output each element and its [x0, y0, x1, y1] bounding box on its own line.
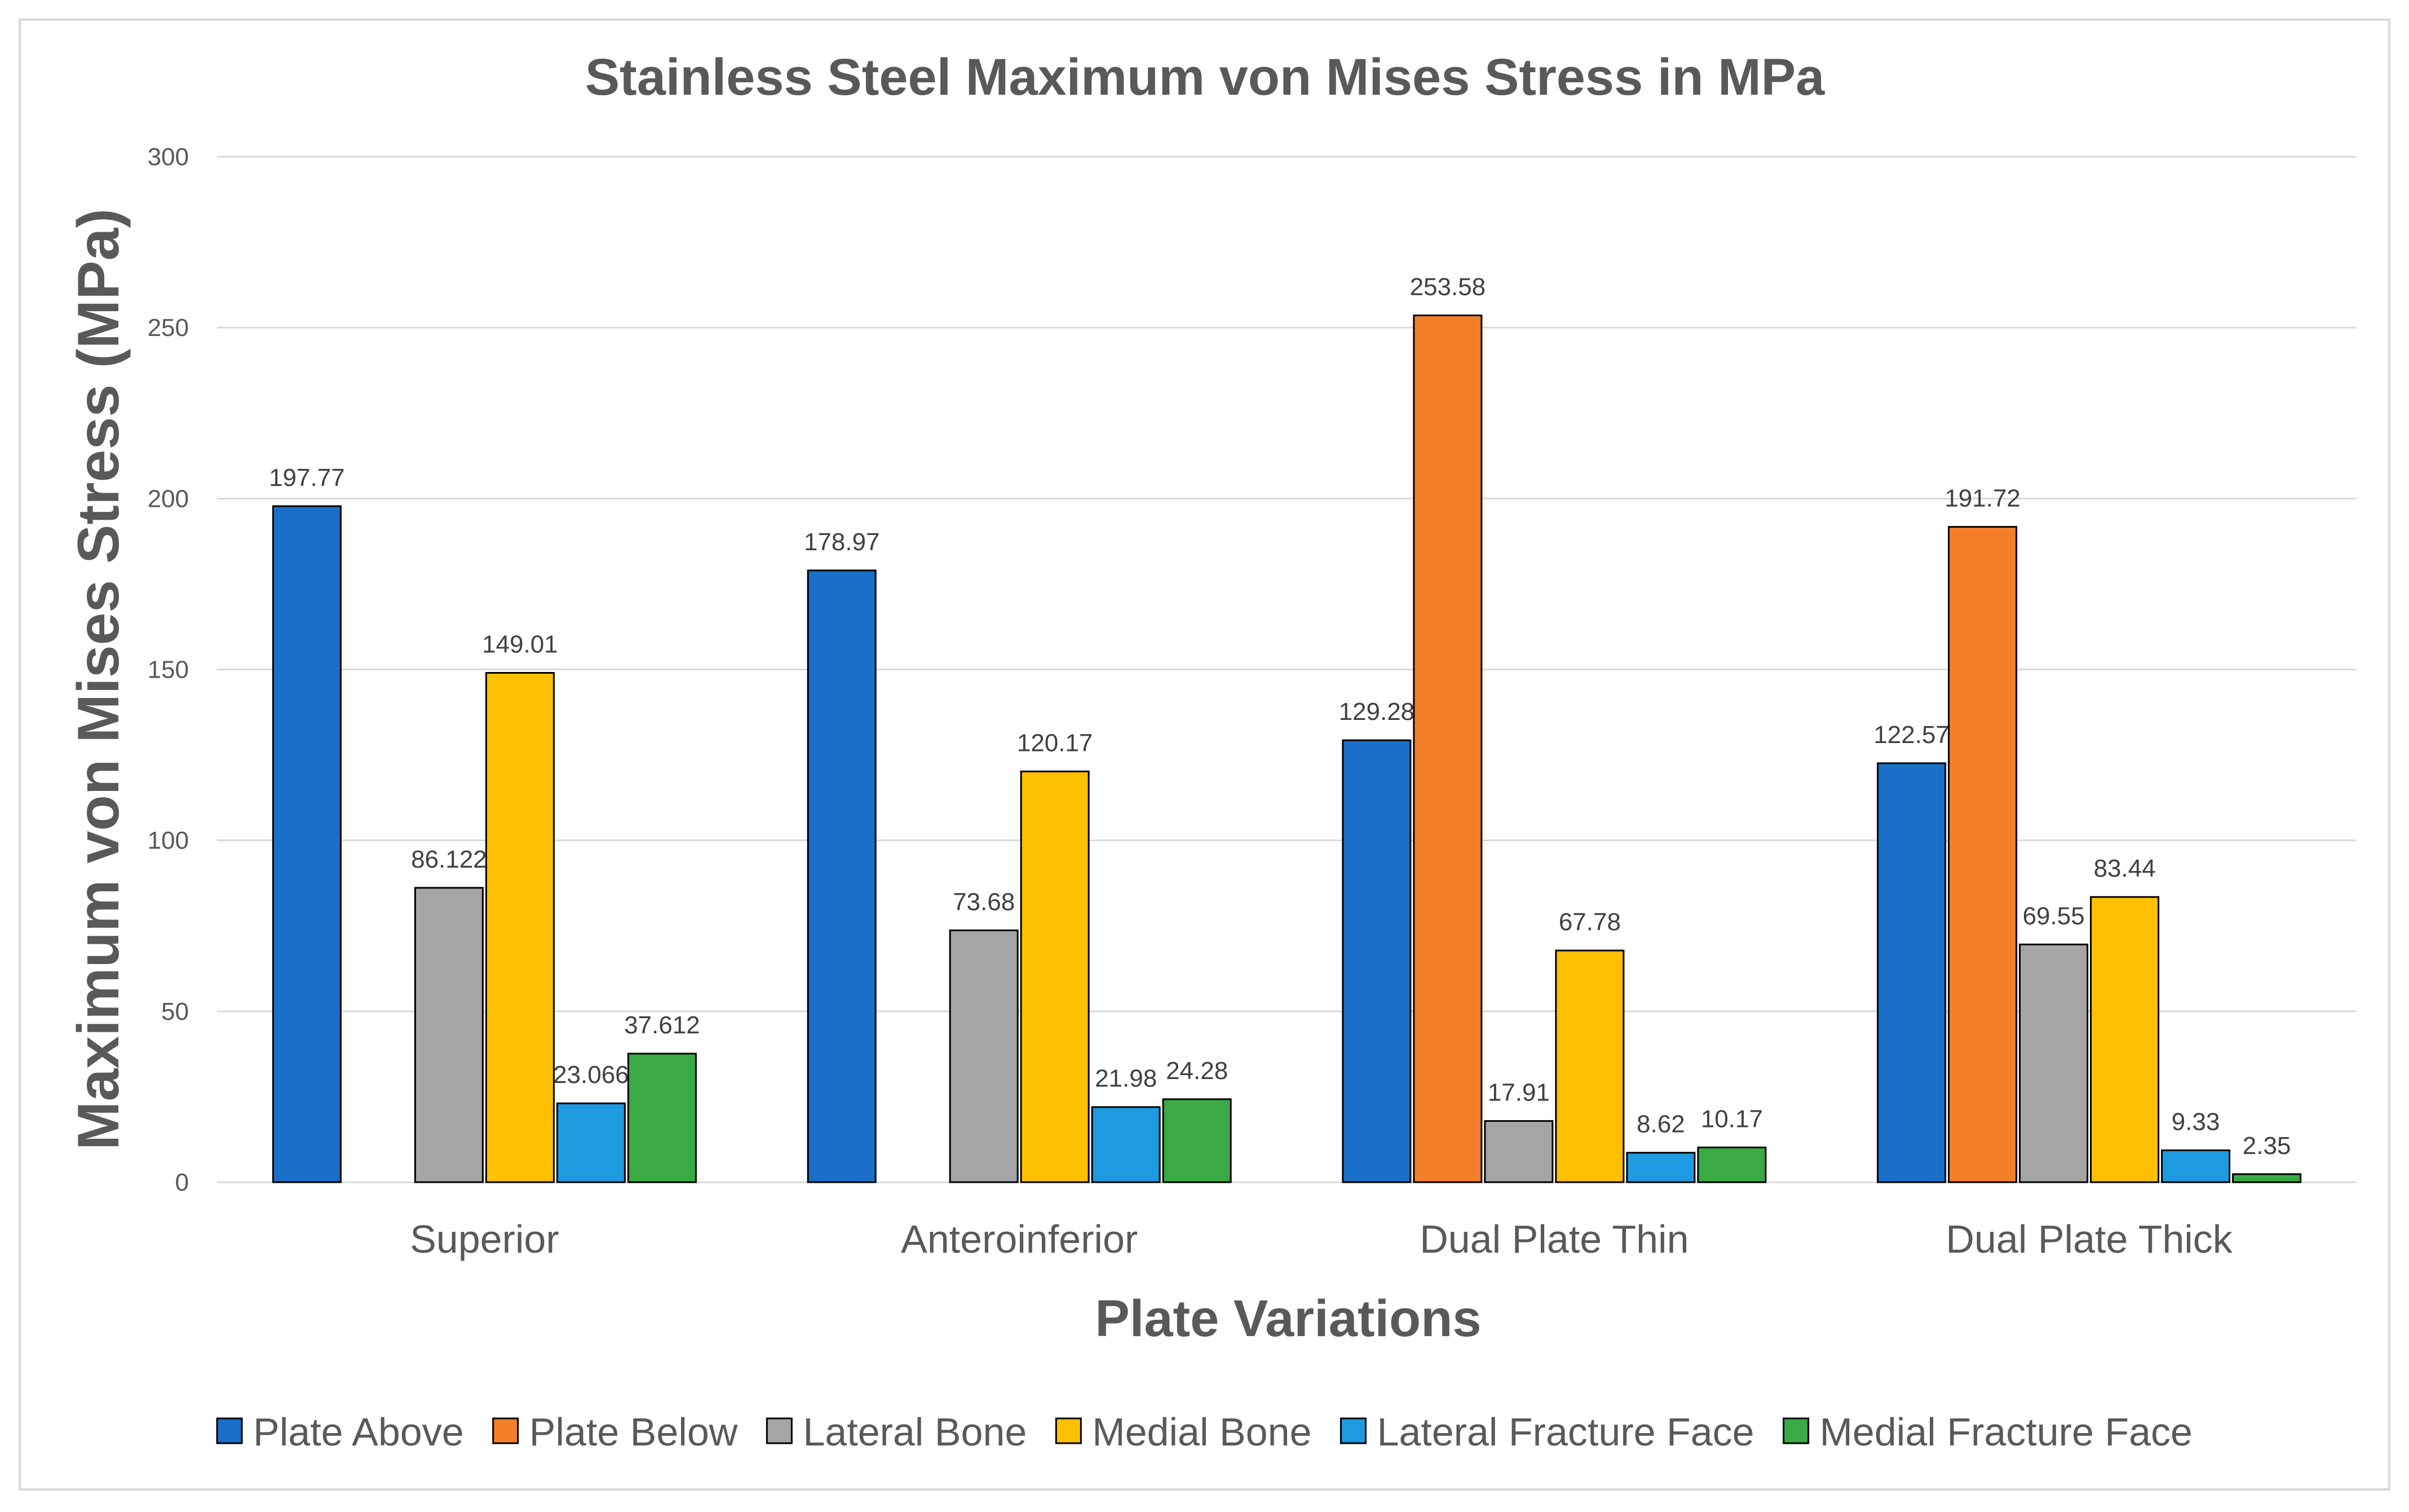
data-label: 83.44 — [2094, 855, 2156, 882]
legend-item-lateral-bone: Lateral Bone — [766, 1410, 1027, 1454]
bar-lateral-fracture-face — [1091, 1106, 1161, 1183]
bar-lateral-fracture-face — [556, 1102, 626, 1183]
data-label: 24.28 — [1166, 1057, 1228, 1085]
legend-swatch — [492, 1417, 519, 1444]
legend-label: Medial Bone — [1092, 1410, 1311, 1454]
legend-item-plate-below: Plate Below — [492, 1410, 738, 1454]
x-axis-ticks: Superior Anteroinferior Dual Plate Thin Dua… — [410, 1217, 2233, 1261]
legend-label: Lateral Fracture Face — [1377, 1410, 1754, 1454]
y-tick-label: 100 — [148, 827, 189, 855]
data-label: 122.57 — [1873, 721, 1950, 749]
x-tick-label: Anteroinferior — [901, 1217, 1138, 1261]
y-axis-label: Maximum von Mises Stress (MPa) — [66, 209, 131, 1150]
legend-swatch — [1783, 1417, 1810, 1444]
bar-plate-above — [807, 569, 877, 1183]
legend-swatch — [216, 1417, 243, 1444]
data-label: 37.612 — [624, 1011, 700, 1039]
bar-medial-bone — [485, 672, 555, 1183]
legend-swatch — [766, 1417, 793, 1444]
data-label: 191.72 — [1944, 485, 2021, 512]
data-label: 21.98 — [1095, 1065, 1157, 1093]
data-label: 2.35 — [2243, 1132, 2291, 1160]
data-labels: 197.77 86.122 149.01 23.066 37.612 178.97 73.6… — [269, 273, 2291, 1159]
data-label: 129.28 — [1339, 698, 1415, 726]
legend-item-medial-bone: Medial Bone — [1055, 1410, 1311, 1454]
bar-plate-above — [272, 505, 342, 1183]
data-label: 17.91 — [1488, 1078, 1550, 1106]
legend-swatch — [1055, 1417, 1082, 1444]
data-label: 9.33 — [2172, 1108, 2220, 1135]
data-label: 10.17 — [1701, 1105, 1763, 1133]
legend-label: Plate Below — [529, 1410, 738, 1454]
data-label: 73.68 — [953, 888, 1015, 916]
bar-medial-fracture-face — [627, 1053, 697, 1183]
bar-medial-fracture-face — [1162, 1098, 1232, 1183]
y-tick-label: 200 — [148, 485, 189, 512]
bar-medial-bone — [2090, 896, 2160, 1183]
legend-label: Medial Fracture Face — [1820, 1410, 2193, 1454]
bar-medial-bone — [1020, 770, 1090, 1183]
bar-lateral-bone — [949, 929, 1019, 1183]
bar-plate-above — [1877, 762, 1947, 1183]
x-tick-label: Superior — [410, 1217, 559, 1261]
x-axis-label: Plate Variations — [1095, 1290, 1481, 1347]
data-label: 253.58 — [1410, 273, 1486, 300]
legend-item-plate-above: Plate Above — [216, 1410, 464, 1454]
bar-medial-bone — [1555, 949, 1625, 1183]
data-label: 120.17 — [1017, 729, 1093, 757]
data-label: 149.01 — [482, 631, 558, 658]
gridlines — [217, 156, 2357, 1183]
bar-lateral-bone — [2019, 943, 2089, 1183]
bar-medial-fracture-face — [1697, 1146, 1767, 1183]
y-tick-label: 250 — [148, 314, 189, 342]
data-label: 178.97 — [804, 528, 880, 556]
bars — [272, 314, 2302, 1183]
data-label: 86.122 — [411, 846, 487, 873]
legend: Plate Above Plate Below Lateral Bone Medial… — [216, 1410, 2193, 1454]
bar-lateral-fracture-face — [2161, 1149, 2231, 1183]
bar-plate-above — [1342, 739, 1412, 1183]
data-label: 67.78 — [1559, 908, 1621, 936]
bar-lateral-bone — [414, 887, 484, 1183]
legend-swatch — [1340, 1417, 1367, 1444]
bar-lateral-bone — [1484, 1120, 1554, 1183]
bar-plate-below — [1948, 526, 2018, 1183]
y-tick-label: 300 — [148, 143, 189, 171]
y-tick-label: 0 — [175, 1169, 189, 1196]
legend-item-medial-fracture-face: Medial Fracture Face — [1783, 1410, 2193, 1454]
bar-medial-fracture-face — [2232, 1173, 2302, 1183]
data-label: 8.62 — [1637, 1111, 1685, 1138]
legend-item-lateral-fracture-face: Lateral Fracture Face — [1340, 1410, 1754, 1454]
x-tick-label: Dual Plate Thick — [1946, 1217, 2233, 1261]
bar-plate-below — [1413, 314, 1483, 1183]
data-label: 69.55 — [2023, 902, 2085, 930]
y-axis-ticks: 0 50 100 150 200 250 300 — [148, 143, 189, 1196]
y-tick-label: 50 — [161, 998, 189, 1025]
bar-lateral-fracture-face — [1626, 1152, 1696, 1183]
y-tick-label: 150 — [148, 656, 189, 684]
legend-label: Lateral Bone — [803, 1410, 1027, 1454]
chart-title: Stainless Steel Maximum von Mises Stress… — [585, 48, 1825, 106]
x-tick-label: Dual Plate Thin — [1420, 1217, 1688, 1261]
chart-border — [19, 19, 2390, 1491]
data-label: 197.77 — [269, 464, 345, 492]
data-label: 23.066 — [553, 1061, 629, 1089]
legend-label: Plate Above — [253, 1410, 464, 1454]
